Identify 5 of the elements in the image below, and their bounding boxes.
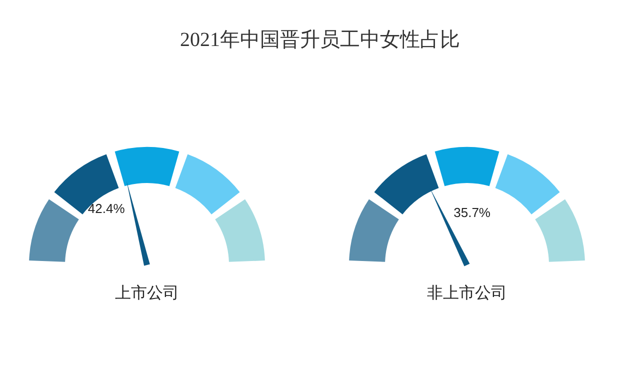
text: 上市公司: [115, 284, 179, 302]
data-label: 35.7%: [454, 205, 491, 220]
data-label: 42.4%: [88, 200, 126, 216]
text: 非上市公司: [427, 284, 507, 302]
text: 2021年中国晋升员工中女性占比: [180, 29, 460, 51]
